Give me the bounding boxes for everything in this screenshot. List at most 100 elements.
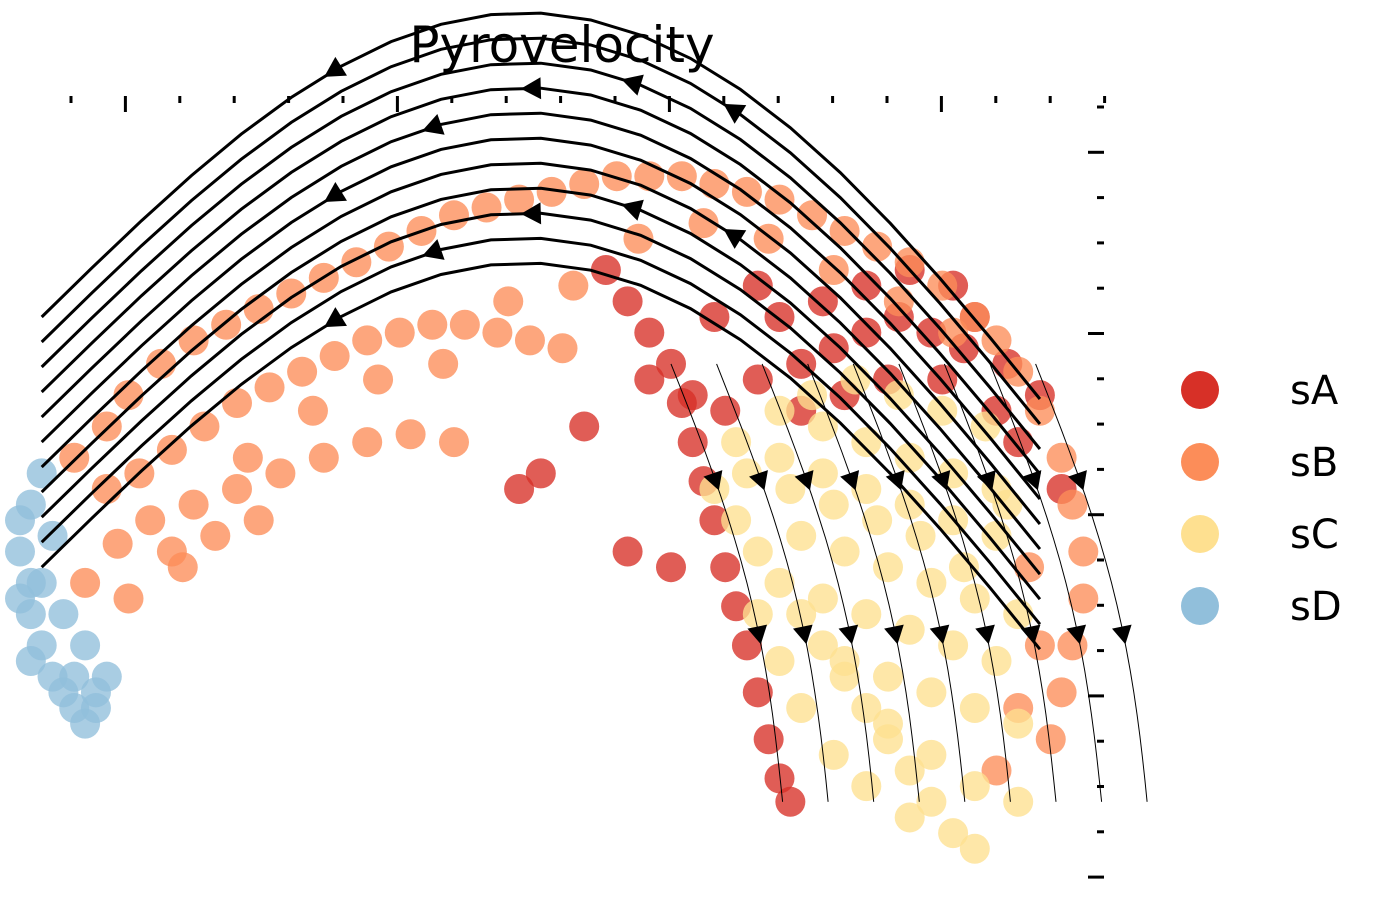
chart-title: Pyrovelocity xyxy=(409,16,714,74)
point-sC xyxy=(764,395,795,426)
streamline-arrow xyxy=(422,239,445,260)
point-sC xyxy=(699,474,730,504)
point-sC xyxy=(851,692,882,723)
point-sB xyxy=(222,387,252,418)
point-sA xyxy=(590,255,621,286)
point-sB xyxy=(91,411,122,442)
point-sC xyxy=(873,552,903,583)
streamline xyxy=(852,363,966,802)
point-sB xyxy=(1068,583,1099,614)
point-sA xyxy=(699,505,730,536)
point-sC xyxy=(807,583,838,614)
point-sB xyxy=(883,286,914,317)
point-sA xyxy=(504,474,535,504)
point-sC xyxy=(938,630,969,661)
point-sA xyxy=(807,286,838,317)
point-sD xyxy=(59,661,90,692)
point-sC xyxy=(807,411,838,442)
point-sB xyxy=(797,200,828,231)
point-sC xyxy=(894,489,925,520)
point-sC xyxy=(764,442,795,473)
point-sB xyxy=(493,286,524,317)
point-sC xyxy=(873,661,903,692)
point-sB xyxy=(232,442,263,473)
point-sB xyxy=(818,255,849,286)
point-sB xyxy=(319,341,350,372)
streamline-arrow xyxy=(793,624,813,645)
streamline-arrow xyxy=(840,470,860,491)
point-sB xyxy=(829,215,860,246)
point-sA xyxy=(634,364,665,395)
point-sB xyxy=(363,364,394,395)
point-sC xyxy=(851,771,882,802)
point-sD xyxy=(26,458,57,489)
point-sC xyxy=(916,677,947,708)
point-sB xyxy=(1068,536,1099,567)
streamline xyxy=(898,363,1011,802)
point-sC xyxy=(829,646,860,677)
point-sA xyxy=(742,677,773,708)
point-sC xyxy=(938,818,969,849)
point-sB xyxy=(59,442,90,473)
streamline xyxy=(761,363,875,802)
point-sC xyxy=(742,536,773,567)
point-sB xyxy=(395,419,426,450)
point-sC xyxy=(818,739,849,770)
point-sC xyxy=(981,646,1012,677)
point-sA xyxy=(731,630,762,661)
streamline-arrow xyxy=(520,77,542,100)
point-sB xyxy=(341,247,372,278)
point-sA xyxy=(677,427,708,458)
point-sB xyxy=(167,552,198,583)
legend-marker-sC xyxy=(1181,515,1219,553)
point-sB xyxy=(308,442,339,473)
point-sB xyxy=(70,567,101,598)
point-sA xyxy=(1003,427,1034,458)
point-sB xyxy=(894,247,925,278)
streamline-arrow xyxy=(976,470,996,491)
point-sC xyxy=(873,708,903,739)
point-sC xyxy=(775,474,806,504)
point-sD xyxy=(5,536,35,567)
point-sA xyxy=(656,552,686,583)
point-sB xyxy=(1046,677,1077,708)
point-sB xyxy=(113,583,144,614)
point-sA xyxy=(634,317,665,348)
point-sC xyxy=(948,552,979,583)
point-sA xyxy=(699,301,730,332)
point-sC xyxy=(959,833,990,864)
point-sC xyxy=(721,427,752,458)
point-sC xyxy=(829,536,860,567)
legend-marker-sD xyxy=(1181,587,1219,625)
point-sB xyxy=(764,184,795,215)
streamline-arrow xyxy=(1020,624,1041,645)
point-sB xyxy=(178,325,209,356)
streamline-arrow xyxy=(1068,470,1087,491)
point-sB xyxy=(276,278,307,309)
streamline-arrow xyxy=(749,470,768,491)
point-sB xyxy=(601,161,632,192)
point-sB xyxy=(297,395,328,426)
point-sD xyxy=(37,520,68,551)
point-sC xyxy=(807,458,838,489)
streamline-arrow xyxy=(838,624,859,645)
point-sA xyxy=(775,786,806,817)
streamline xyxy=(670,363,784,802)
point-sB xyxy=(222,474,252,504)
point-sC xyxy=(916,567,947,598)
streamline-arrow xyxy=(931,470,951,491)
point-sB xyxy=(352,427,383,458)
point-sA xyxy=(525,458,556,489)
point-sB xyxy=(265,458,296,489)
streamline xyxy=(716,363,829,802)
point-sB xyxy=(439,200,469,231)
point-sC xyxy=(764,646,795,677)
streamline xyxy=(40,211,1042,601)
streamline xyxy=(40,161,1042,551)
point-sC xyxy=(916,786,947,817)
point-sB xyxy=(1024,395,1055,426)
point-sB xyxy=(514,325,545,356)
point-sB xyxy=(449,309,480,340)
point-sC xyxy=(862,505,893,536)
